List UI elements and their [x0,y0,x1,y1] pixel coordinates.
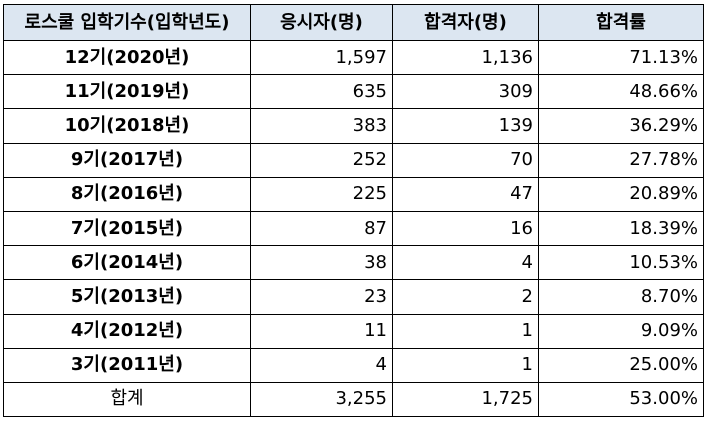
cohort-cell: 6기(2014년) [3,245,251,281]
table-header-row: 로스쿨 입학기수(입학년도) 응시자(명) 합격자(명) 합격률 [3,4,704,41]
passers-cell: 1 [392,347,539,383]
applicants-cell: 23 [250,279,393,315]
passers-cell: 1,136 [392,39,539,76]
pass-rate-cell: 18.39% [538,210,704,247]
applicants-cell: 1,597 [250,39,393,76]
pass-rate-cell: 8.70% [538,279,704,315]
cohort-cell: 12기(2020년) [3,39,251,76]
cohort-cell: 4기(2012년) [3,313,251,349]
passers-cell: 47 [392,176,539,212]
table-total-row: 합계 3,255 1,725 53.00% [3,381,704,418]
cohort-cell: 5기(2013년) [3,279,251,315]
cohort-cell: 10기(2018년) [3,108,251,144]
pass-rate-cell: 25.00% [538,347,704,383]
header-passers: 합격자(명) [392,4,539,41]
table-row: 10기(2018년) 383 139 36.29% [3,108,704,144]
pass-rate-cell: 27.78% [538,142,704,178]
table-row: 9기(2017년) 252 70 27.78% [3,142,704,178]
pass-rate-cell: 48.66% [538,74,704,110]
passers-cell: 70 [392,142,539,178]
pass-rate-cell: 10.53% [538,245,704,281]
admission-results-table: 로스쿨 입학기수(입학년도) 응시자(명) 합격자(명) 합격률 12기(202… [3,4,704,418]
cohort-cell: 9기(2017년) [3,142,251,178]
passers-cell: 4 [392,245,539,281]
cohort-cell: 11기(2019년) [3,74,251,110]
total-applicants-cell: 3,255 [250,381,393,418]
applicants-cell: 252 [250,142,393,178]
table-row: 12기(2020년) 1,597 1,136 71.13% [3,39,704,76]
passers-cell: 2 [392,279,539,315]
pass-rate-cell: 20.89% [538,176,704,212]
applicants-cell: 38 [250,245,393,281]
passers-cell: 16 [392,210,539,247]
table-row: 7기(2015년) 87 16 18.39% [3,210,704,247]
applicants-cell: 383 [250,108,393,144]
total-passers-cell: 1,725 [392,381,539,418]
applicants-cell: 4 [250,347,393,383]
passers-cell: 139 [392,108,539,144]
passers-cell: 1 [392,313,539,349]
passers-cell: 309 [392,74,539,110]
table-row: 3기(2011년) 4 1 25.00% [3,347,704,383]
table-row: 5기(2013년) 23 2 8.70% [3,279,704,315]
header-admission-cohort: 로스쿨 입학기수(입학년도) [3,4,251,41]
cohort-cell: 8기(2016년) [3,176,251,212]
total-label-cell: 합계 [3,381,251,418]
table-row: 8기(2016년) 225 47 20.89% [3,176,704,212]
admission-results-table-container: 로스쿨 입학기수(입학년도) 응시자(명) 합격자(명) 합격률 12기(202… [3,4,704,418]
applicants-cell: 225 [250,176,393,212]
applicants-cell: 11 [250,313,393,349]
cohort-cell: 7기(2015년) [3,210,251,247]
cohort-cell: 3기(2011년) [3,347,251,383]
header-pass-rate: 합격률 [538,4,704,41]
pass-rate-cell: 71.13% [538,39,704,76]
applicants-cell: 87 [250,210,393,247]
header-applicants: 응시자(명) [250,4,393,41]
pass-rate-cell: 9.09% [538,313,704,349]
table-row: 11기(2019년) 635 309 48.66% [3,74,704,110]
pass-rate-cell: 36.29% [538,108,704,144]
applicants-cell: 635 [250,74,393,110]
table-row: 6기(2014년) 38 4 10.53% [3,245,704,281]
table-row: 4기(2012년) 11 1 9.09% [3,313,704,349]
total-pass-rate-cell: 53.00% [538,381,704,418]
